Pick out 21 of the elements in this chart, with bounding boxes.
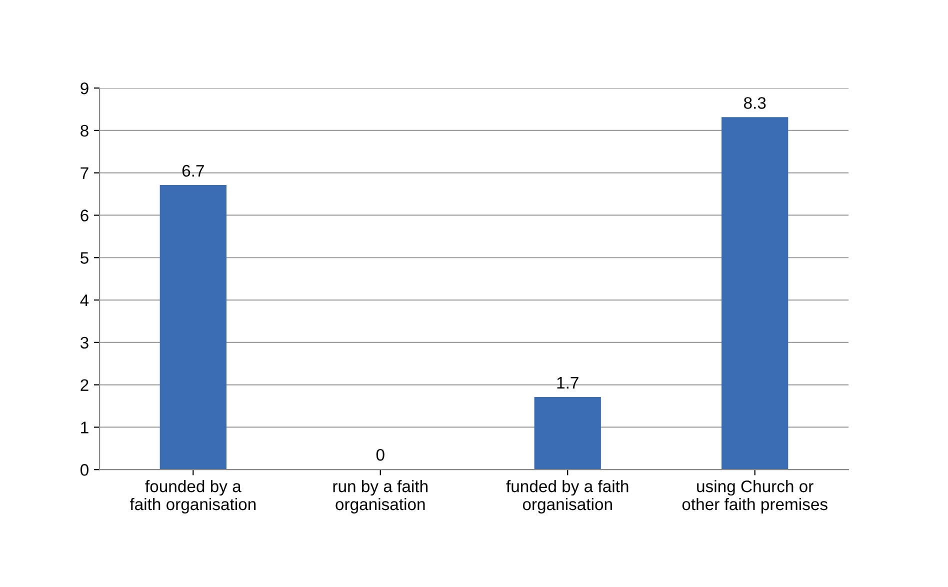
y-tick-label: 2	[80, 379, 88, 391]
y-tick-label: 8	[80, 124, 88, 137]
y-tick-label: 4	[80, 294, 89, 306]
bar	[534, 396, 601, 470]
x-tick-label: funded by a faith organisation	[506, 480, 628, 514]
x-tick-label: founded by a faith organisation	[130, 480, 256, 514]
y-tick-label: 1	[81, 422, 88, 434]
y-tick-label: 5	[80, 252, 88, 264]
data-label: 1.7	[557, 377, 578, 389]
y-tick-label: 9	[80, 82, 88, 94]
x-tick-label: using Church or other faith premises	[682, 480, 828, 514]
y-tick-label: 3	[80, 336, 88, 349]
bar	[722, 117, 788, 470]
y-tick-label: 7	[80, 167, 88, 179]
data-label: 8.3	[744, 97, 766, 109]
y-tick-label: 0	[80, 464, 88, 476]
bar	[160, 185, 226, 470]
x-tick-label: run by a faith organisation	[333, 480, 428, 514]
y-tick-label: 6	[80, 210, 88, 222]
data-label: 6.7	[182, 164, 204, 177]
data-label: 0	[376, 448, 384, 461]
